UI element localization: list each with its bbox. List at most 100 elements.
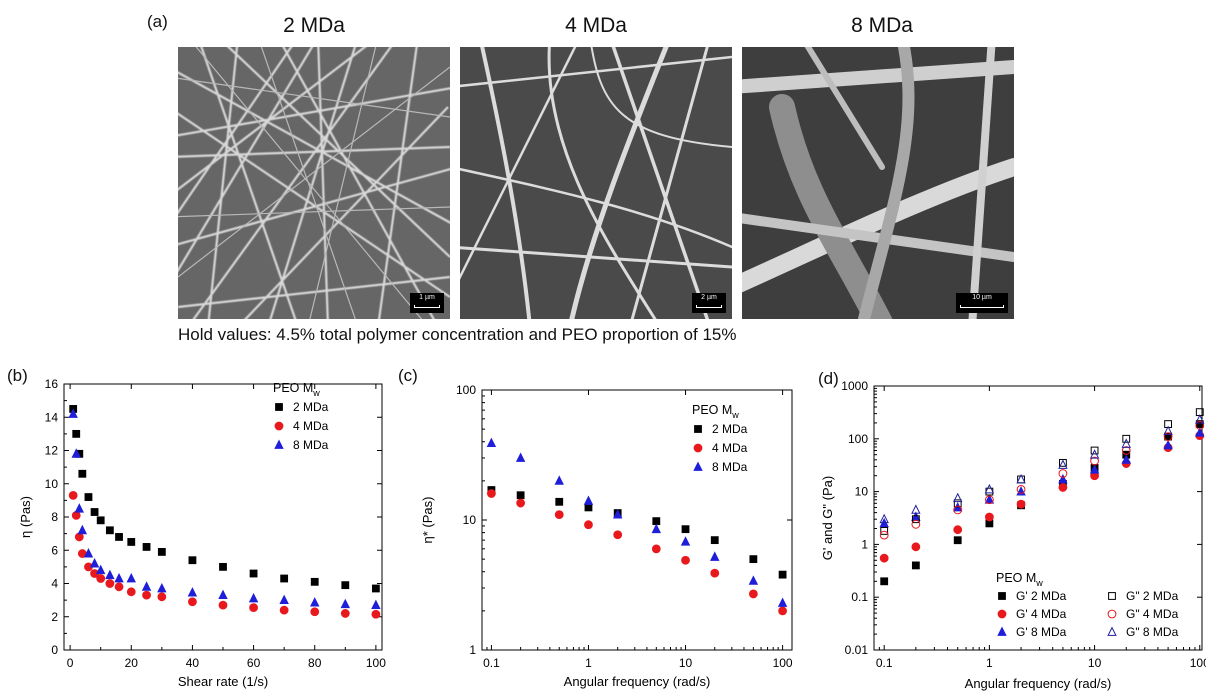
- series-2-mda: [69, 405, 380, 593]
- series-4-mda: [487, 489, 787, 616]
- legend-label: 8 MDa: [712, 460, 748, 474]
- data-point: [880, 577, 889, 586]
- y-tick-label: 10: [463, 513, 477, 527]
- data-point: [218, 589, 228, 600]
- data-point: [778, 606, 787, 616]
- data-point: [157, 592, 167, 602]
- data-point: [340, 598, 351, 609]
- data-point: [74, 532, 84, 542]
- y-tick-label: 2: [51, 610, 58, 624]
- data-point: [1016, 485, 1026, 494]
- x-axis-label: Angular frequency (rad/s): [965, 676, 1112, 691]
- data-point: [911, 504, 921, 514]
- panel-d-label: (d): [818, 369, 839, 388]
- y-tick-label: 16: [45, 377, 59, 391]
- data-point: [879, 553, 889, 563]
- data-point: [651, 523, 662, 534]
- sem-image-4mda: 2 µm: [460, 47, 732, 319]
- y-tick-label: 10: [855, 485, 869, 499]
- data-point: [310, 597, 320, 607]
- y-tick-label: 0.1: [851, 590, 868, 604]
- chart-b-shear-viscosity: 0 20 40 60 80 100 0 2 4 6 8 10 12 14 16 Shear rate (1/s…: [18, 377, 386, 689]
- series-g-2-mda: [880, 420, 1204, 586]
- data-point: [612, 509, 623, 519]
- sem-image-2mda: 1 µm: [178, 47, 450, 319]
- data-point: [554, 475, 564, 485]
- data-point: [72, 429, 81, 438]
- data-point: [68, 490, 78, 500]
- data-point: [613, 530, 623, 540]
- series-g-4-mda: [879, 420, 1205, 540]
- data-point: [371, 599, 381, 610]
- data-point: [953, 525, 963, 535]
- y-tick-label: 100: [456, 383, 476, 397]
- data-point: [879, 530, 889, 540]
- legend-label: G' 2 MDa: [1016, 589, 1067, 603]
- y-tick-label: 0: [51, 643, 58, 657]
- data-point: [1121, 446, 1131, 455]
- panel-b-label: (b): [7, 366, 28, 385]
- data-point: [515, 452, 526, 462]
- data-point: [1058, 483, 1068, 492]
- data-point: [96, 516, 105, 525]
- y-axis-label: G' and G" (Pa): [820, 476, 835, 560]
- series-4-mda: [68, 490, 381, 619]
- data-point: [953, 536, 962, 545]
- data-point: [219, 562, 227, 571]
- data-point: [1090, 446, 1099, 455]
- data-point: [486, 437, 497, 448]
- data-point: [1058, 469, 1068, 478]
- data-point: [778, 570, 787, 579]
- data-point: [127, 538, 136, 546]
- data-point: [710, 536, 719, 545]
- data-point: [1163, 432, 1173, 442]
- data-point: [114, 572, 124, 583]
- x-tick-label: 1: [986, 656, 993, 670]
- x-tick-label: 10: [1088, 656, 1102, 670]
- data-point: [911, 519, 921, 529]
- data-point: [749, 555, 758, 564]
- data-point: [1058, 459, 1068, 469]
- scale-bar-8mda: 10 µm: [956, 293, 1008, 313]
- legend-label: G" 4 MDa: [1126, 607, 1179, 621]
- sem-image-8mda: 10 µm: [742, 47, 1014, 319]
- legend-label: 2 MDa: [293, 400, 329, 414]
- legend-marker: [274, 421, 284, 431]
- y-tick-label: 10: [45, 477, 59, 491]
- data-point: [953, 492, 963, 503]
- legend-label: 8 MDa: [293, 438, 329, 452]
- chart-c-complex-viscosity: 0.1 1 10 100 1 10 100 Angular frequency (rad/s)…: [420, 383, 793, 689]
- data-point: [1122, 434, 1131, 443]
- legend-marker: [1108, 592, 1116, 600]
- data-point: [77, 524, 88, 535]
- data-point: [1163, 439, 1173, 450]
- data-point: [279, 605, 289, 615]
- y-axis-label: η (Pas): [18, 496, 33, 538]
- data-point: [310, 577, 319, 586]
- data-point: [1195, 414, 1205, 424]
- data-point: [680, 536, 691, 546]
- legend-marker: [1107, 609, 1117, 619]
- data-point: [157, 582, 167, 593]
- data-point: [584, 503, 593, 512]
- legend-marker: [693, 461, 703, 471]
- x-tick-label: 60: [247, 656, 261, 670]
- y-tick-label: 100: [848, 432, 868, 446]
- y-tick-label: 1000: [841, 379, 868, 393]
- data-point: [105, 569, 115, 580]
- data-point: [310, 607, 320, 617]
- data-point: [583, 495, 594, 505]
- data-point: [911, 561, 920, 570]
- data-point: [248, 592, 259, 603]
- data-point: [78, 469, 87, 478]
- series-8-mda: [486, 437, 788, 607]
- legend-label: 4 MDa: [293, 419, 329, 433]
- data-point: [1195, 420, 1205, 430]
- data-point: [279, 594, 289, 605]
- image-title-2mda: 2 MDa: [283, 14, 345, 37]
- data-point: [555, 497, 564, 506]
- data-point: [984, 483, 995, 494]
- image-title-8mda: 8 MDa: [851, 14, 913, 37]
- series-g-8-mda: [879, 414, 1205, 524]
